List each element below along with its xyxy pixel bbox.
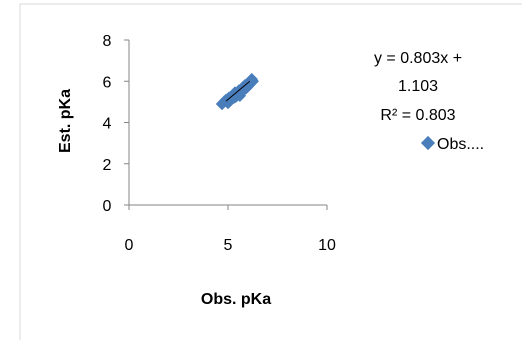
legend: Obs....	[420, 135, 484, 153]
trendline-equation-line2: 1.103	[398, 78, 438, 95]
trendline	[225, 80, 251, 102]
y-tick-label: 2	[103, 157, 112, 174]
legend-series-label: Obs....	[437, 136, 484, 153]
y-axis-title: Est. pKa	[57, 89, 74, 153]
r-squared-label: R² = 0.803	[380, 107, 455, 124]
x-tick-label: 10	[318, 237, 336, 254]
y-tick-label: 6	[103, 74, 112, 91]
axes: 0 2 4 6 8 0 5 10	[103, 33, 336, 254]
legend-marker-diamond	[420, 135, 436, 151]
trendline-equation-line1: y = 0.803x +	[374, 50, 462, 67]
y-tick-label: 0	[103, 198, 112, 215]
x-axis-title: Obs. pKa	[201, 291, 271, 308]
data-point	[246, 74, 260, 88]
y-tick-label: 8	[103, 33, 112, 50]
x-tick-label: 0	[125, 237, 134, 254]
y-tick-label: 4	[103, 116, 112, 133]
x-tick-label: 5	[224, 237, 233, 254]
trendline-layer	[225, 80, 251, 102]
